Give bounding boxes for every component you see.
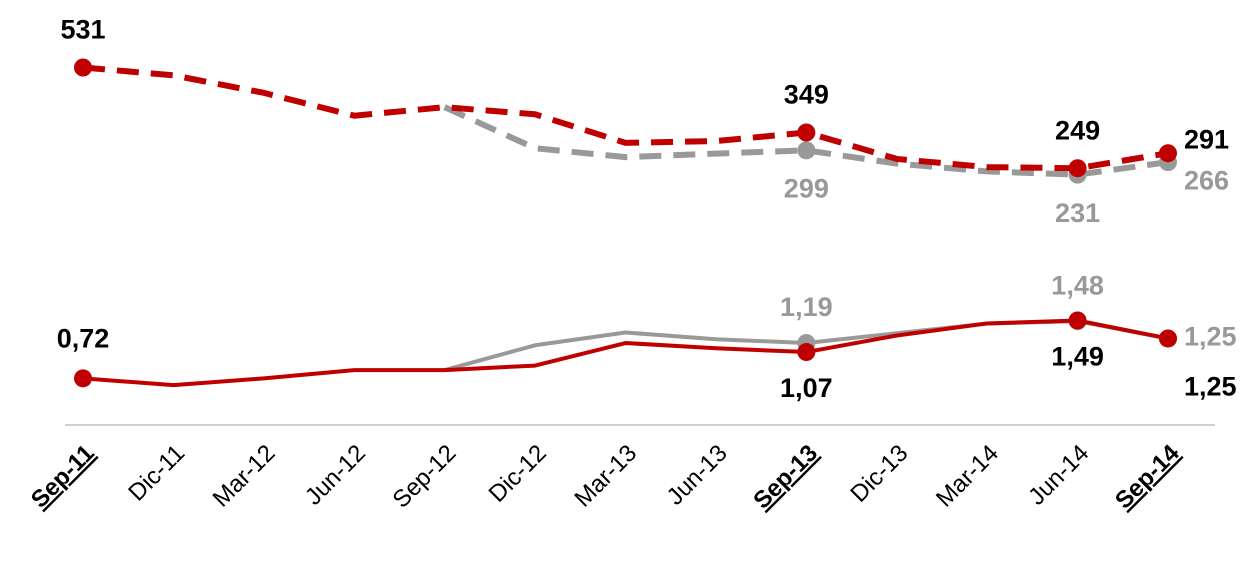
- data-label: 231: [1055, 198, 1100, 228]
- point-marker: [797, 343, 816, 362]
- x-tick-label: Sep-13: [748, 440, 823, 515]
- point-marker: [1159, 144, 1177, 163]
- data-label: 1,19: [780, 292, 833, 322]
- data-label: 1,25: [1184, 322, 1237, 352]
- x-tick-label: Sep-11: [26, 440, 100, 514]
- series-line: [82, 64, 1169, 172]
- data-label: 1,25: [1184, 372, 1237, 402]
- x-tick-label: Sep-12: [388, 440, 462, 514]
- point-marker: [1068, 159, 1087, 178]
- point-marker: [1159, 329, 1177, 348]
- x-tick-label: Mar-13: [569, 440, 642, 513]
- x-tick-label: Jun-14: [1023, 440, 1094, 511]
- point-marker: [74, 369, 92, 388]
- data-label: 1,49: [1051, 342, 1104, 372]
- series-line: [82, 318, 1169, 388]
- x-tick-label: Mar-12: [208, 440, 281, 513]
- point-marker: [797, 123, 816, 142]
- x-tick-label: Dic-13: [845, 440, 913, 508]
- x-tick-label: Jun-13: [662, 440, 733, 511]
- x-tick-label: Dic-12: [484, 440, 552, 508]
- series-line: [443, 104, 1169, 178]
- x-tick-label: Sep-14: [1110, 439, 1185, 514]
- x-tick-label: Dic-11: [123, 440, 190, 507]
- data-label: 1,48: [1051, 270, 1104, 300]
- data-label: 299: [784, 173, 829, 203]
- x-tick-label: Jun-12: [300, 440, 371, 511]
- data-label: 249: [1055, 115, 1100, 145]
- point-marker: [797, 141, 816, 160]
- point-marker: [1068, 311, 1087, 330]
- data-label: 531: [60, 15, 105, 45]
- x-tick-label: Mar-14: [931, 440, 1004, 513]
- data-label: 266: [1184, 165, 1229, 195]
- data-label: 291: [1184, 124, 1229, 154]
- data-label: 349: [784, 80, 829, 110]
- point-marker: [74, 58, 92, 77]
- data-label: 1,07: [780, 373, 833, 403]
- data-label: 0,72: [57, 323, 110, 353]
